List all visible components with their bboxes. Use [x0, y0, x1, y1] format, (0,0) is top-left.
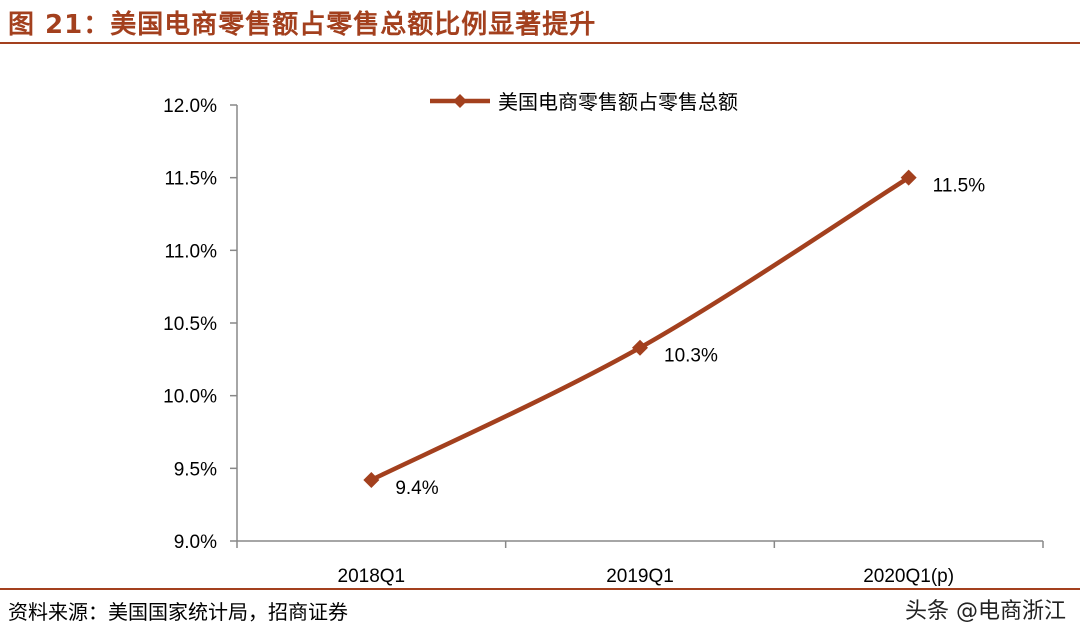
data-point-marker — [363, 471, 380, 488]
data-point-marker — [632, 339, 648, 356]
y-tick-label: 9.5% — [174, 459, 217, 480]
footer-divider — [0, 588, 1080, 590]
x-tick-label: 2018Q1 — [338, 566, 406, 587]
legend-label: 美国电商零售额占零售总额 — [498, 90, 738, 114]
watermark: 头条 @电商浙江 — [905, 599, 1066, 624]
line-chart: 9.0% 9.5% 10.0% 10.5% 11.0% 11.5% 12.0% 2018Q1 2… — [163, 90, 1044, 587]
figure-title: 图 21：美国电商零售额占零售总额比例显著提升 — [8, 10, 597, 40]
data-point-marker — [900, 169, 917, 186]
y-tick-label: 11.5% — [165, 169, 218, 190]
y-tick-label: 10.5% — [163, 314, 217, 335]
x-tick-label: 2019Q1 — [606, 566, 674, 587]
data-label: 11.5% — [933, 176, 986, 197]
y-tick-label: 11.0% — [165, 241, 218, 262]
series-line — [370, 175, 910, 482]
title-divider — [0, 42, 1080, 44]
data-label: 10.3% — [664, 346, 718, 367]
source-note: 资料来源：美国国家统计局，招商证券 — [8, 600, 348, 624]
data-label: 9.4% — [395, 478, 438, 499]
y-tick-label: 9.0% — [174, 532, 217, 553]
y-tick-label: 12.0% — [163, 96, 217, 117]
legend-swatch-marker — [453, 94, 467, 108]
y-tick-label: 10.0% — [163, 387, 217, 408]
x-tick-label: 2020Q1(p) — [863, 566, 954, 587]
